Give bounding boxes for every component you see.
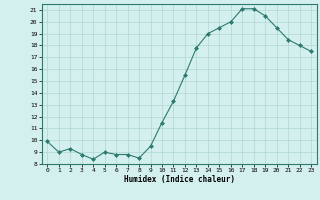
X-axis label: Humidex (Indice chaleur): Humidex (Indice chaleur) <box>124 175 235 184</box>
